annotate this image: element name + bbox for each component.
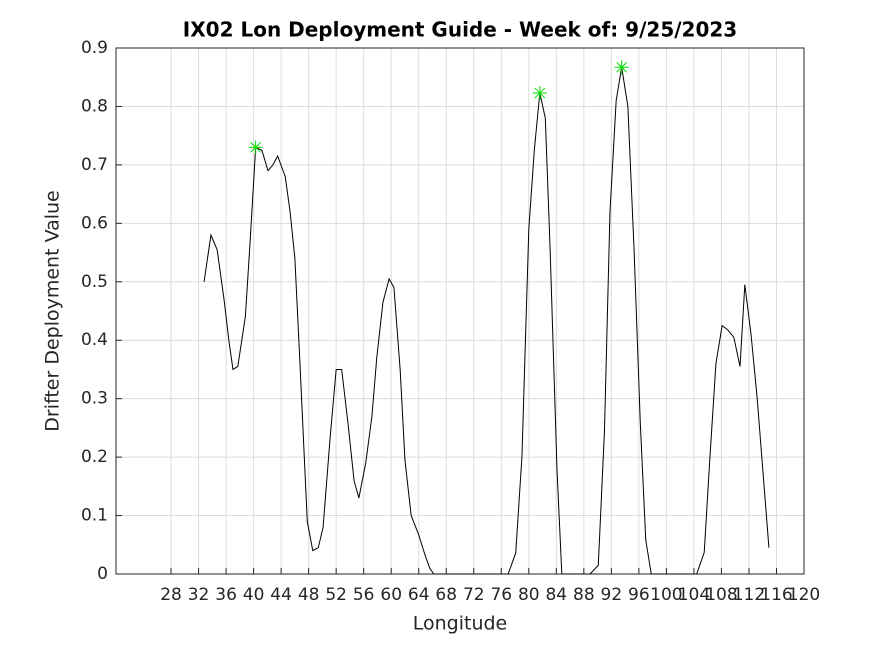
x-tick-label: 44 [270, 585, 292, 605]
x-tick-label: 28 [160, 585, 182, 605]
y-axis-label: Drifter Deployment Value [42, 190, 64, 432]
x-tick-label: 80 [518, 585, 540, 605]
x-tick-label: 68 [435, 585, 457, 605]
x-tick-label: 36 [215, 585, 237, 605]
y-tick-label: 0.9 [81, 38, 108, 58]
chart-title: IX02 Lon Deployment Guide - Week of: 9/2… [183, 18, 737, 42]
y-tick-label: 0.2 [81, 447, 108, 467]
x-tick-label: 84 [545, 585, 567, 605]
x-tick-label: 88 [573, 585, 595, 605]
peak-marker [532, 86, 547, 101]
x-tick-label: 92 [601, 585, 623, 605]
x-axis-label: Longitude [413, 613, 508, 635]
x-tick-label: 108 [705, 585, 737, 605]
plot-area [116, 48, 804, 574]
data-line [203, 67, 770, 575]
x-tick-label: 116 [760, 585, 792, 605]
x-tick-label: 120 [788, 585, 820, 605]
y-tick-label: 0 [97, 564, 108, 584]
x-tick-label: 76 [490, 585, 512, 605]
x-tick-label: 52 [325, 585, 347, 605]
peak-marker [614, 60, 629, 75]
x-tick-label: 56 [353, 585, 375, 605]
x-tick-label: 100 [650, 585, 682, 605]
x-tick-label: 32 [188, 585, 210, 605]
y-tick-label: 0.5 [81, 272, 108, 292]
y-tick-label: 0.8 [81, 96, 108, 116]
x-tick-label: 112 [733, 585, 765, 605]
y-tick-label: 0.6 [81, 213, 108, 233]
x-tick-label: 40 [243, 585, 265, 605]
y-tick-label: 0.3 [81, 389, 108, 409]
x-tick-label: 104 [678, 585, 710, 605]
x-tick-label: 64 [408, 585, 430, 605]
x-tick-label: 72 [463, 585, 485, 605]
y-tick-label: 0.1 [81, 506, 108, 526]
peak-marker [248, 140, 263, 155]
y-tick-label: 0.4 [81, 330, 108, 350]
x-tick-label: 96 [628, 585, 650, 605]
x-tick-label: 60 [380, 585, 402, 605]
y-tick-label: 0.7 [81, 155, 108, 175]
x-tick-label: 48 [298, 585, 320, 605]
